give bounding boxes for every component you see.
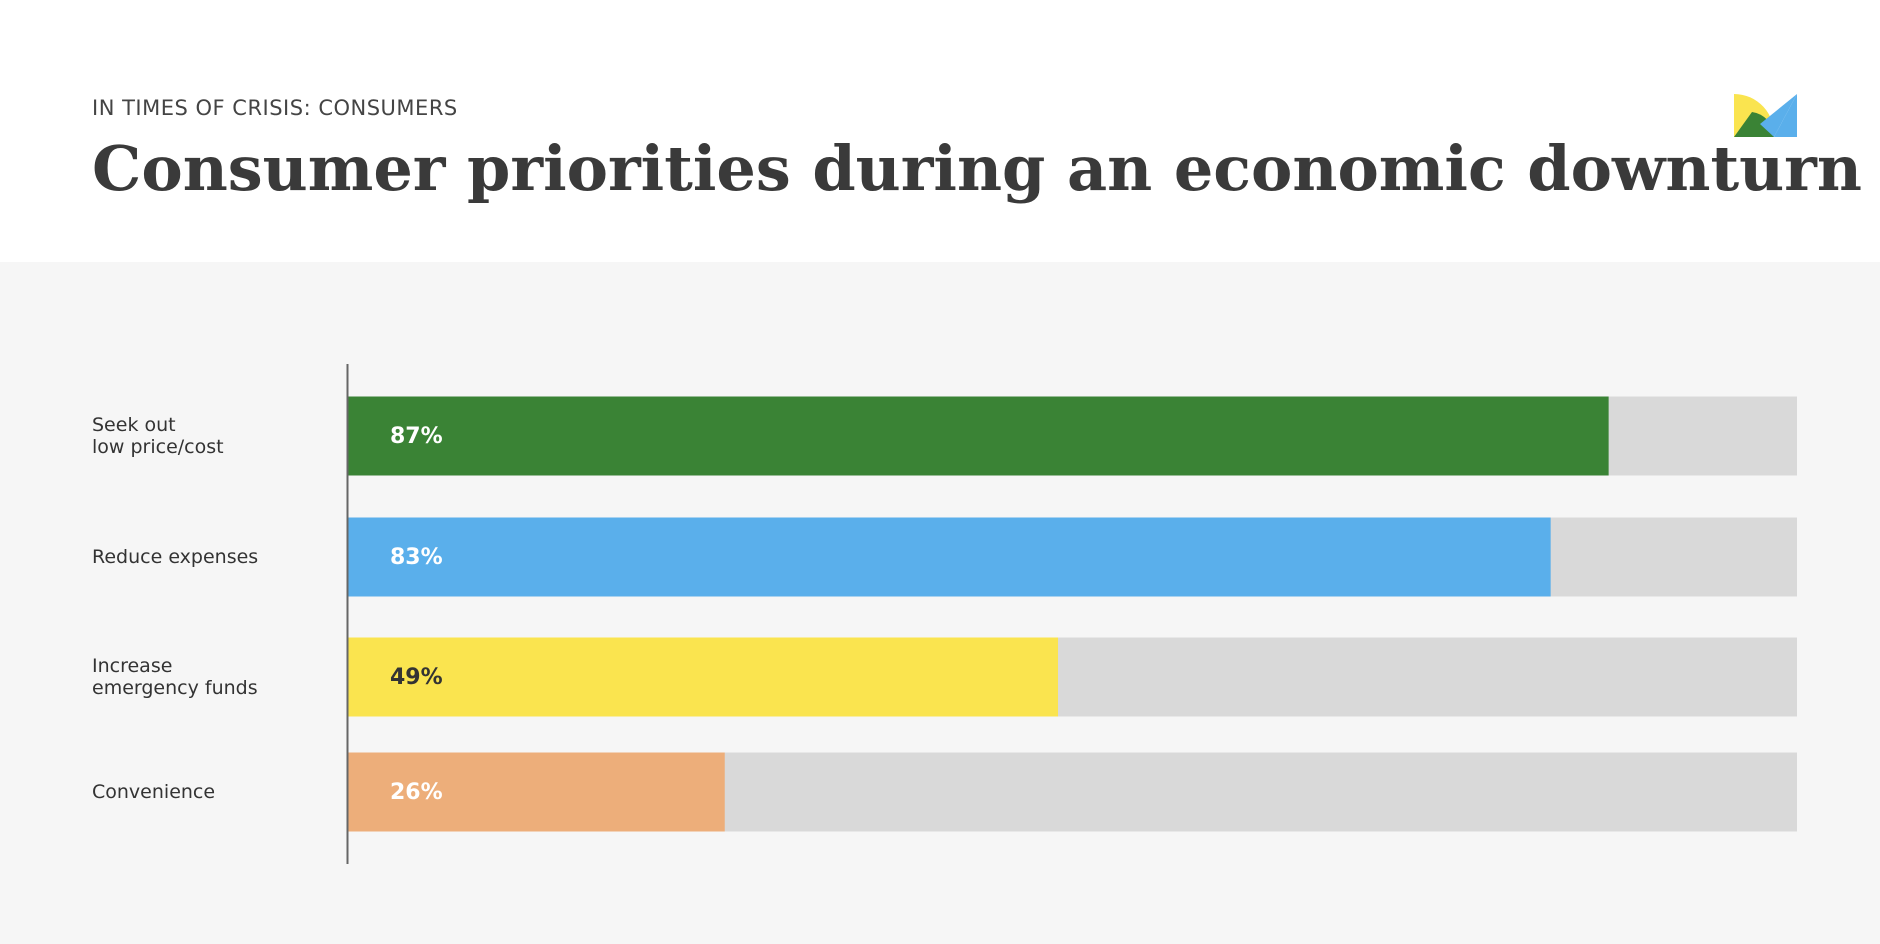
category-label: Convenience bbox=[92, 781, 216, 803]
bar bbox=[348, 396, 1609, 476]
bar bbox=[348, 517, 1551, 597]
value-label: 26% bbox=[390, 780, 443, 805]
logo bbox=[1734, 93, 1797, 137]
chart-title: Consumer priorities during an economic d… bbox=[92, 132, 1862, 205]
category-label: Seek out low price/cost bbox=[92, 414, 224, 458]
category-label: Reduce expenses bbox=[92, 546, 259, 568]
value-label: 83% bbox=[390, 545, 443, 570]
bar bbox=[348, 752, 725, 832]
kicker: IN TIMES OF CRISIS: CONSUMERS bbox=[92, 96, 458, 120]
header: IN TIMES OF CRISIS: CONSUMERS Consumer p… bbox=[0, 0, 1880, 262]
value-label: 87% bbox=[390, 424, 443, 449]
category-label: Increase emergency funds bbox=[92, 655, 258, 699]
bar bbox=[348, 637, 1059, 717]
value-label: 49% bbox=[390, 665, 443, 690]
